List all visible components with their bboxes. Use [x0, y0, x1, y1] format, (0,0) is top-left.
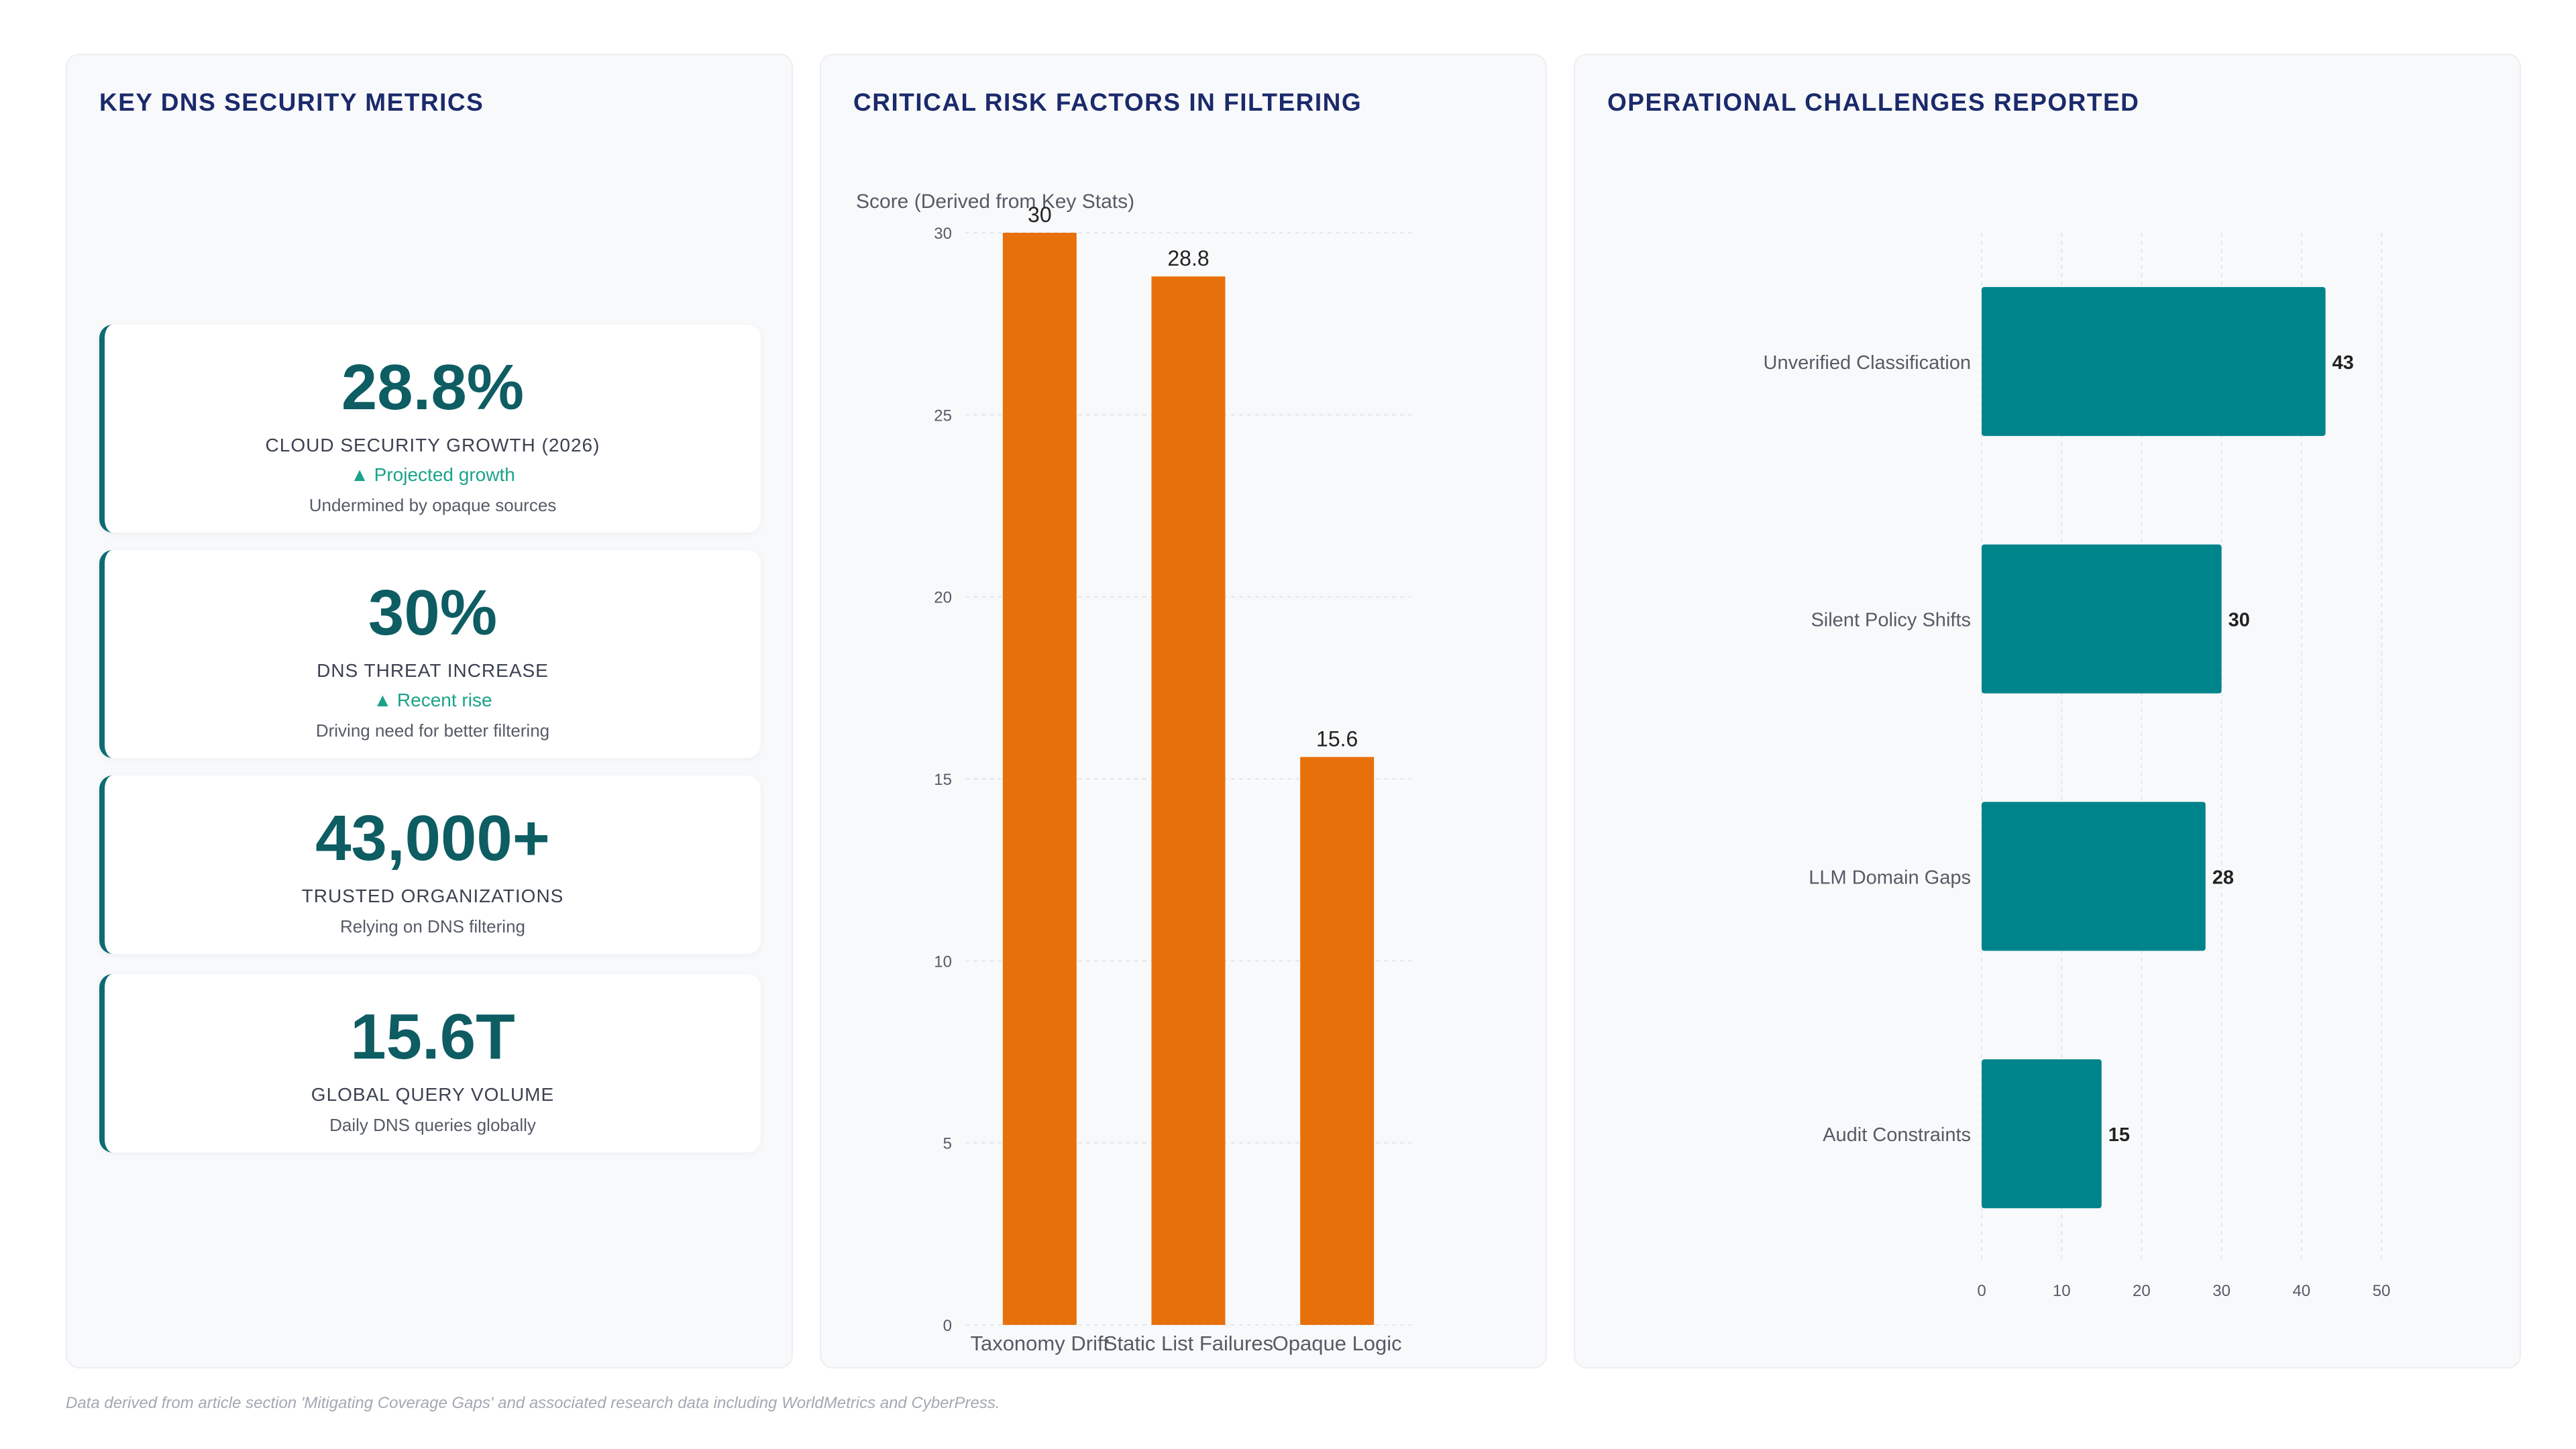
- stat-note: Relying on DNS filtering: [339, 916, 525, 936]
- y-tick-label: 5: [943, 1135, 952, 1153]
- x-tick-label: Static List Failures: [1104, 1332, 1273, 1355]
- stat-value: 30%: [368, 577, 498, 649]
- risk-chart-panel: CRITICAL RISK FACTORS IN FILTERING Score…: [820, 54, 1547, 1368]
- stat-value: 43,000+: [315, 802, 550, 874]
- bar-value-label: 43: [2332, 352, 2354, 374]
- x-tick-label: 10: [2053, 1282, 2071, 1300]
- x-tick-label: 30: [2212, 1282, 2231, 1300]
- stat-card-query-volume: 15.6T GLOBAL QUERY VOLUME Daily DNS quer…: [99, 974, 761, 1152]
- x-tick-label: Opaque Logic: [1273, 1332, 1402, 1355]
- footer-note: Data derived from article section 'Mitig…: [66, 1394, 1000, 1412]
- risk-bar-chart: Score (Derived from Key Stats) 0 5 10 15 20 25…: [856, 191, 1411, 1355]
- bar-value-label: 28: [2212, 867, 2234, 888]
- stat-label: DNS THREAT INCREASE: [317, 660, 549, 681]
- bar-value-label: 15: [2108, 1124, 2130, 1146]
- y-tick-label: 30: [934, 225, 952, 243]
- y-tick-label: 15: [934, 771, 952, 789]
- stat-label: GLOBAL QUERY VOLUME: [311, 1084, 555, 1105]
- bar-value-label: 15.6: [1316, 727, 1358, 751]
- bar-1: [1982, 544, 2222, 694]
- bar-value-label: 28.8: [1167, 246, 1209, 270]
- stat-value: 28.8%: [341, 352, 525, 423]
- x-tick-label: 40: [2292, 1282, 2310, 1300]
- stat-label: CLOUD SECURITY GROWTH (2026): [265, 435, 600, 455]
- metrics-panel-title: KEY DNS SECURITY METRICS: [99, 89, 484, 116]
- stat-trend: ▲ Recent rise: [373, 690, 492, 710]
- stat-note: Undermined by opaque sources: [309, 495, 557, 515]
- y-tick-label: 10: [934, 953, 952, 971]
- stat-note: Daily DNS queries globally: [329, 1115, 536, 1135]
- bar-value-label: 30: [1028, 203, 1052, 227]
- ops-chart-panel: OPERATIONAL CHALLENGES REPORTED 0 10 20 30 4…: [1574, 54, 2521, 1368]
- bar-value-label: 30: [2229, 610, 2250, 631]
- y-tick-label: 0: [943, 1317, 952, 1335]
- y-tick-label: 20: [934, 589, 952, 607]
- metrics-panel: KEY DNS SECURITY METRICS 28.8% CLOUD SEC…: [66, 54, 793, 1368]
- bar-3: [1982, 1059, 2102, 1209]
- y-tick-label: Unverified Classification: [1764, 352, 1971, 374]
- ops-chart-title: OPERATIONAL CHALLENGES REPORTED: [1607, 89, 2140, 116]
- bar-0: [1002, 233, 1077, 1325]
- bar-0: [1982, 286, 2326, 436]
- stat-note: Driving need for better filtering: [315, 720, 550, 741]
- bar-1: [1151, 276, 1226, 1325]
- x-tick-label: 0: [1977, 1282, 1986, 1300]
- y-tick-label: Silent Policy Shifts: [1811, 610, 1971, 631]
- stat-value: 15.6T: [350, 1001, 515, 1073]
- bar-2: [1300, 757, 1375, 1325]
- stat-card-cloud-growth: 28.8% CLOUD SECURITY GROWTH (2026) ▲ Pro…: [99, 325, 761, 533]
- bar-2: [1982, 802, 2206, 951]
- ops-bar-chart: 0 10 20 30 40 50 43 Unverified Classification 30…: [1764, 233, 2391, 1300]
- stat-trend: ▲ Projected growth: [350, 464, 515, 485]
- y-tick-label: LLM Domain Gaps: [1809, 867, 1971, 888]
- risk-chart-title: CRITICAL RISK FACTORS IN FILTERING: [853, 89, 1362, 116]
- stat-label: TRUSTED ORGANIZATIONS: [301, 885, 564, 906]
- y-tick-label: 25: [934, 407, 952, 425]
- stat-card-dns-threat: 30% DNS THREAT INCREASE ▲ Recent rise Dr…: [99, 550, 761, 758]
- x-tick-label: 50: [2373, 1282, 2391, 1300]
- x-tick-label: Taxonomy Drift: [970, 1332, 1109, 1355]
- x-tick-label: 20: [2133, 1282, 2151, 1300]
- stat-card-trusted-orgs: 43,000+ TRUSTED ORGANIZATIONS Relying on…: [99, 775, 761, 954]
- y-axis-label: Score (Derived from Key Stats): [856, 191, 1134, 213]
- y-tick-label: Audit Constraints: [1823, 1124, 1971, 1146]
